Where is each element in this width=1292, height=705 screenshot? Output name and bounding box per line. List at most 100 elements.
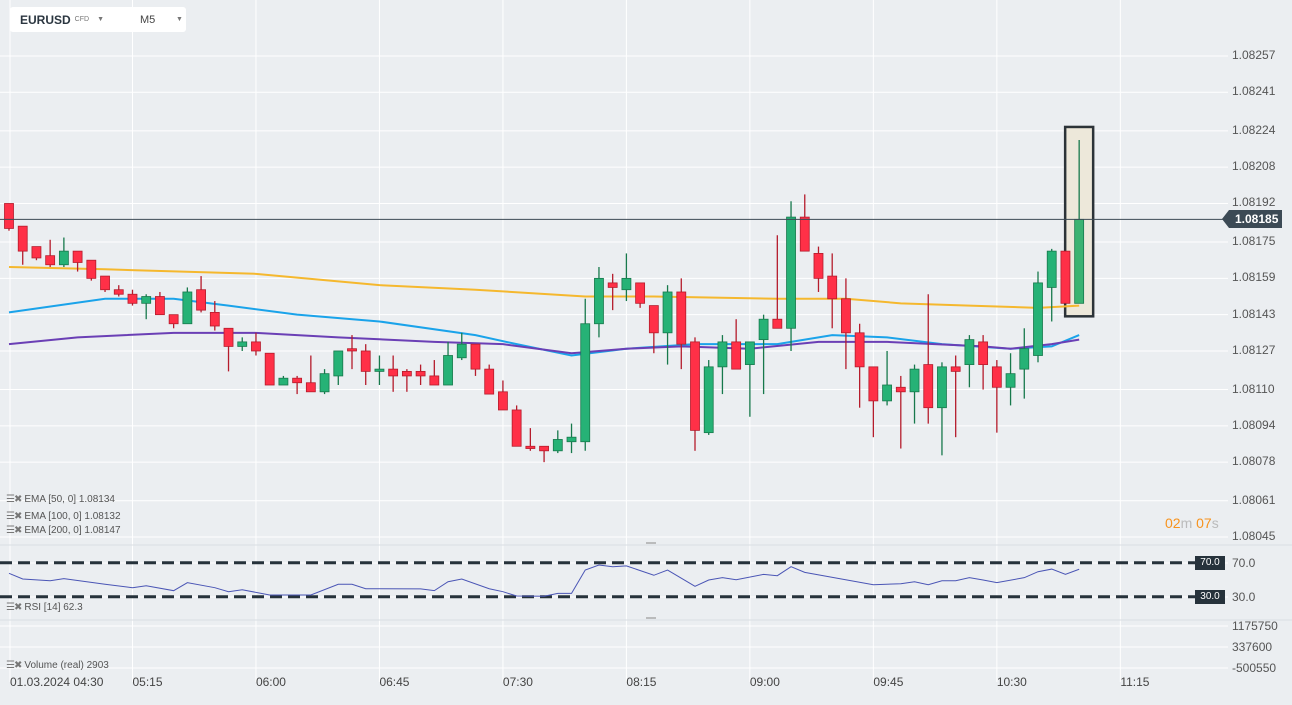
time-axis-label: 06:45: [379, 675, 410, 689]
candle: [621, 253, 632, 302]
candle-body: [868, 366, 879, 402]
candle-body: [978, 341, 989, 365]
candle: [168, 314, 179, 329]
candle-body: [31, 246, 42, 259]
candle-body: [648, 305, 659, 334]
candle: [937, 362, 947, 456]
candle-body: [141, 296, 152, 304]
candle-body: [827, 275, 838, 300]
candle: [978, 335, 989, 390]
candle-body: [182, 291, 193, 325]
candle-body: [1033, 282, 1043, 356]
legend-ema50-text: EMA [50, 0] 1.08134: [24, 494, 115, 505]
candle-body: [127, 293, 138, 304]
candle: [827, 253, 838, 329]
candle-body: [717, 341, 728, 368]
ema-lines: [8, 266, 1080, 357]
candle: [511, 405, 522, 447]
countdown-seconds-unit: s: [1211, 515, 1219, 531]
candle: [456, 332, 467, 361]
candle: [155, 291, 165, 316]
time-axis-label: 10:30: [996, 675, 1027, 689]
price-axis-label: 1.08192: [1232, 195, 1276, 210]
time-axis-label: 06:00: [255, 675, 286, 689]
time-axis-label: 01.03.2024 04:30: [10, 675, 104, 689]
candle-countdown: 02m 07s: [1165, 515, 1219, 531]
candle: [360, 344, 371, 386]
legend-volume: ☰✖ Volume (real) 2903: [6, 660, 109, 671]
timeframe-caret-down-icon[interactable]: ▼: [176, 16, 183, 23]
candle: [703, 360, 714, 435]
candle: [717, 335, 728, 395]
candle: [1019, 328, 1030, 399]
candle-body: [950, 366, 961, 372]
time-axis-label: 11:15: [1120, 675, 1150, 689]
candle: [895, 375, 906, 449]
candle: [1046, 248, 1057, 322]
candle-body: [388, 368, 399, 377]
price-axis-label: 1.08257: [1232, 48, 1276, 62]
candle-body: [662, 291, 673, 334]
candle-body: [429, 375, 440, 386]
list-icon[interactable]: ☰✖: [6, 494, 22, 505]
time-axis-label: 09:00: [749, 675, 780, 689]
legend-ema50: ☰✖ EMA [50, 0] 1.08134: [6, 494, 115, 505]
candle: [58, 237, 69, 268]
candle-body: [278, 377, 289, 386]
candle-body: [251, 341, 261, 352]
candle-body: [937, 366, 947, 409]
price-axis-label: 1.08143: [1232, 306, 1276, 321]
candle-body: [635, 282, 646, 304]
symbol-selector-bar[interactable]: EURUSD CFD ▼ M5 ▼: [10, 7, 186, 32]
candle: [648, 305, 659, 354]
candle-body: [607, 282, 618, 288]
candle-body: [744, 341, 755, 365]
candle-body: [923, 364, 934, 409]
candle: [772, 235, 783, 329]
candle-body: [1060, 250, 1071, 304]
candle-body: [470, 343, 481, 370]
candle-body: [443, 355, 453, 386]
candle-body: [401, 370, 412, 377]
candle-body: [676, 291, 687, 345]
candle: [758, 314, 769, 395]
candle: [182, 287, 193, 325]
candle: [223, 327, 234, 372]
candle-body: [292, 377, 303, 384]
list-icon[interactable]: ☰✖: [6, 525, 22, 536]
ema200-line: [8, 266, 1080, 309]
candle-body: [196, 289, 206, 311]
candle: [333, 350, 344, 386]
candle: [909, 364, 920, 424]
candle: [744, 341, 755, 417]
candle-body: [758, 318, 769, 341]
candle-body: [360, 350, 371, 372]
candle-body: [964, 339, 975, 365]
price-axis-label: 1.08078: [1232, 454, 1276, 469]
list-icon[interactable]: ☰✖: [6, 602, 22, 613]
candle-body: [525, 445, 536, 449]
candle: [209, 301, 220, 331]
candle: [539, 445, 549, 463]
list-icon[interactable]: ☰✖: [6, 511, 22, 522]
symbol-name[interactable]: EURUSD: [20, 12, 71, 27]
time-axis-label: 08:15: [626, 675, 657, 689]
symbol-caret-down-icon[interactable]: ▼: [97, 16, 104, 23]
legend-rsi-text: RSI [14] 62.3: [24, 602, 83, 613]
timeframe-selector[interactable]: M5: [140, 13, 156, 26]
candle-body: [1046, 250, 1057, 288]
candle-body: [4, 203, 14, 229]
candle: [786, 201, 796, 351]
list-icon[interactable]: ☰✖: [6, 660, 22, 671]
countdown-seconds: 07: [1196, 515, 1212, 531]
price-axis-label: 1.08127: [1232, 342, 1276, 357]
candle-body: [45, 255, 56, 266]
ema100-line: [8, 331, 1080, 355]
candle-body: [854, 332, 865, 368]
candle: [237, 337, 248, 351]
legend-rsi: ☰✖ RSI [14] 62.3: [6, 602, 83, 613]
rsi-lower-level-tag: 30.0: [1195, 590, 1225, 604]
candle-body: [566, 436, 577, 443]
candle-body: [374, 368, 385, 372]
